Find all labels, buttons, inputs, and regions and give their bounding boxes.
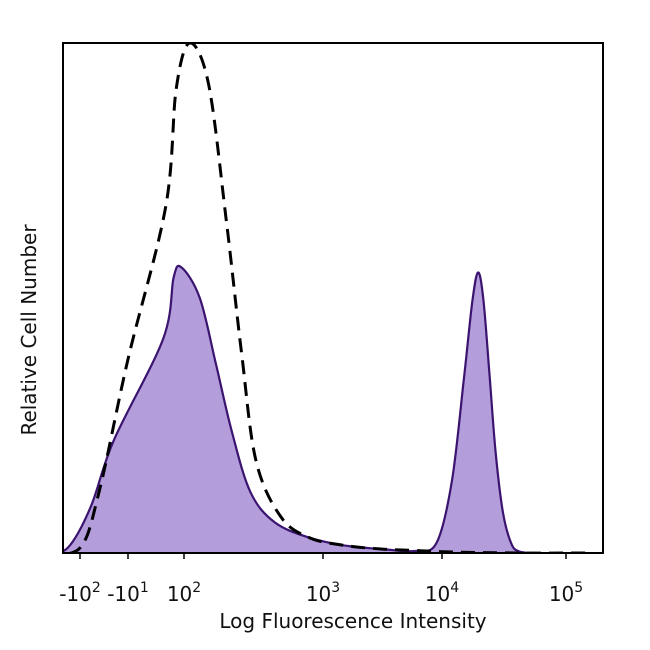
series-layer — [63, 43, 586, 553]
x-tick-label: -102 — [59, 580, 101, 606]
plot-frame — [62, 42, 604, 554]
x-tick-label: 103 — [306, 580, 340, 606]
x-tick-label: -101 — [107, 580, 149, 606]
series-0-dashed-line — [63, 43, 586, 553]
x-axis-label: Log Fluorescence Intensity — [219, 609, 486, 633]
x-tick-layer: -102 -101 102 103 104 105 — [59, 553, 583, 606]
y-axis-label: Relative Cell Number — [17, 224, 41, 436]
x-tick-label: 105 — [549, 580, 583, 606]
series-1-fill — [63, 265, 586, 553]
x-tick-label: 104 — [425, 580, 459, 606]
x-tick-label: 102 — [167, 580, 201, 606]
